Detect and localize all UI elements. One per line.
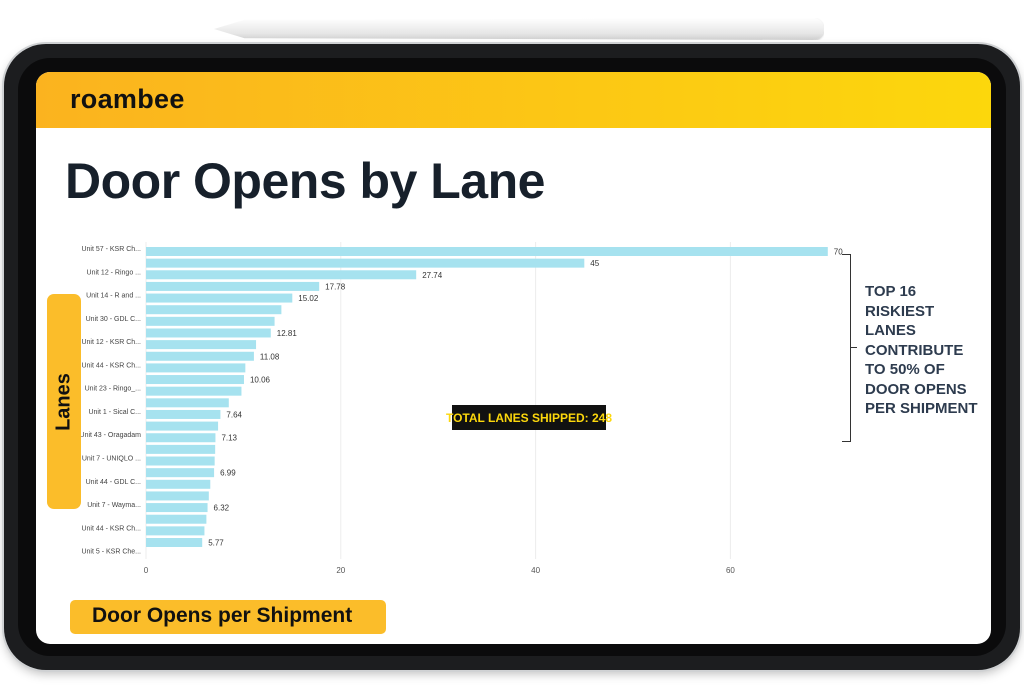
bar [146, 340, 257, 350]
x-axis-label-pill [70, 600, 386, 634]
callout-text: TOP 16 RISKIEST LANES CONTRIBUTE TO 50% … [865, 283, 978, 417]
category-label: Unit 44 - KSR Ch... [81, 525, 141, 532]
bar-value-label: 70 [834, 248, 843, 257]
category-label: Unit 43 - Oragadam [80, 432, 142, 439]
category-label: Unit 7 - Wayma... [87, 502, 141, 509]
bar [146, 433, 216, 443]
bar [146, 316, 275, 326]
category-label: Unit 1 - Sical C... [88, 409, 141, 416]
y-axis-label-pill [47, 294, 81, 509]
category-label: Unit 44 - GDL C... [86, 479, 141, 486]
callout-brace [842, 254, 851, 442]
brand-logo: roambee [70, 84, 185, 114]
bar-value-label: 5.77 [208, 539, 224, 548]
x-axis-label: Door Opens per Shipment [92, 604, 353, 627]
bar [146, 409, 221, 419]
y-axis-label: Lanes [52, 373, 75, 431]
callout-brace-tip [851, 347, 857, 348]
bar-value-label: 11.08 [260, 352, 280, 361]
bar [146, 305, 282, 315]
bar [146, 293, 293, 303]
header-bar: roambee [36, 72, 991, 128]
x-tick-label: 60 [726, 566, 735, 575]
bar [146, 421, 219, 431]
total-lanes-badge: TOTAL LANES SHIPPED: 248 [446, 405, 612, 430]
x-tick-label: 40 [531, 566, 540, 575]
bar [146, 398, 229, 408]
bar-value-label: 15.02 [298, 294, 319, 303]
x-tick-label: 0 [144, 566, 149, 575]
bar-value-label: 12.81 [277, 329, 298, 338]
category-label: Unit 57 - KSR Ch... [81, 246, 141, 253]
category-label: Unit 5 - KSR Che... [81, 549, 141, 556]
bar [146, 375, 244, 385]
bar [146, 386, 242, 396]
bar [146, 247, 828, 256]
bar [146, 328, 271, 338]
bar-value-label: 27.74 [422, 271, 443, 280]
bar [146, 351, 254, 361]
category-label: Unit 12 - Ringo ... [87, 269, 142, 276]
category-label: Unit 30 - GDL C... [86, 316, 141, 323]
stylus [214, 18, 824, 40]
category-label: Unit 44 - KSR Ch... [81, 362, 141, 369]
category-label: Unit 14 - R and ... [86, 293, 141, 300]
screen: roambee Door Opens by Lane 0 20 40 60 70 45 27… [36, 72, 991, 644]
bar [146, 363, 246, 373]
bar-value-label: 17.78 [325, 282, 346, 291]
bar-value-label: 45 [590, 259, 599, 268]
bar [146, 491, 209, 501]
bar [146, 281, 320, 291]
page-title: Door Opens by Lane [65, 153, 545, 209]
bar [146, 514, 207, 524]
bar [146, 479, 211, 489]
bar [146, 526, 205, 536]
bar [146, 258, 585, 268]
bar [146, 270, 417, 280]
bar-value-label: 7.13 [221, 434, 237, 443]
category-label: Unit 23 - Ringo_... [85, 386, 141, 393]
bar-chart: 0 20 40 60 70 45 27.74 17.78 15.02 12.81 11.08 10.0… [80, 242, 843, 575]
category-label: Unit 7 - UNIQLO ... [82, 456, 141, 463]
bar [146, 468, 215, 478]
bar [146, 538, 203, 547]
bar-value-label: 6.32 [214, 504, 230, 513]
bar [146, 503, 208, 513]
bar [146, 444, 216, 454]
category-label: Unit 12 - KSR Ch... [81, 339, 141, 346]
bar-value-label: 7.64 [226, 410, 242, 419]
bar-value-label: 10.06 [250, 376, 271, 385]
bar-value-label: 6.99 [220, 469, 236, 478]
bar [146, 456, 215, 466]
x-tick-label: 20 [336, 566, 345, 575]
